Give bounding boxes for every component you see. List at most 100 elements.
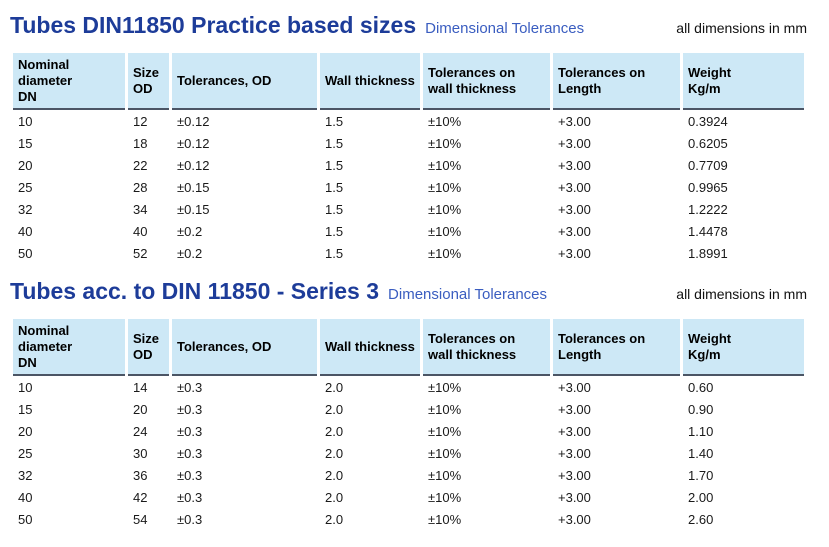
- table-cell: 1.2222: [688, 201, 728, 217]
- column-header: Size OD: [128, 53, 169, 110]
- section-title-row: Tubes DIN11850 Practice based sizes Dime…: [10, 10, 807, 40]
- table-cell: +3.00: [558, 201, 591, 217]
- column-header: Nominal diameter DN: [13, 53, 125, 110]
- table-cell: +3.00: [558, 489, 591, 505]
- table-cell: +3.00: [558, 401, 591, 417]
- table-cell: 50: [18, 511, 33, 527]
- section-series-3: Tubes acc. to DIN 11850 - Series 3 Dimen…: [10, 276, 818, 530]
- table-row: 15 18 ±0.12 1.5 ±10% +3.00 0.6205: [13, 132, 804, 154]
- table-cell: +3.00: [558, 179, 591, 195]
- table-cell: ±0.3: [177, 467, 203, 483]
- table-row: 50 52 ±0.2 1.5 ±10% +3.00 1.8991: [13, 242, 804, 264]
- table-cell: 40: [18, 223, 33, 239]
- table-cell: 36: [133, 467, 148, 483]
- column-header: Tolerances, OD: [172, 53, 317, 110]
- table-cell: 25: [18, 445, 33, 461]
- table-cell: 30: [133, 445, 148, 461]
- table-cell: 2.0: [325, 423, 344, 439]
- table-cell: +3.00: [558, 445, 591, 461]
- table-cell: 54: [133, 511, 148, 527]
- table-cell: ±0.3: [177, 489, 203, 505]
- table-cell: 0.3924: [688, 113, 728, 129]
- table-cell: 1.5: [325, 157, 344, 173]
- table-row: 40 42 ±0.3 2.0 ±10% +3.00 2.00: [13, 486, 804, 508]
- table-cell: 18: [133, 135, 148, 151]
- table-cell: ±10%: [428, 489, 462, 505]
- table-cell: +3.00: [558, 223, 591, 239]
- table-cell: 32: [18, 201, 33, 217]
- table-cell: 1.5: [325, 201, 344, 217]
- tube-sizes-table-series3: Nominal diameter DN Size OD Tolerances, OD…: [10, 319, 807, 530]
- table-cell: 50: [18, 245, 33, 261]
- dimensions-note: all dimensions in mm: [676, 20, 807, 36]
- column-header: Tolerances on Length: [553, 319, 680, 376]
- table-cell: 1.5: [325, 179, 344, 195]
- table-cell: 1.4478: [688, 223, 728, 239]
- dimensions-note: all dimensions in mm: [676, 286, 807, 302]
- table-cell: 12: [133, 113, 148, 129]
- table-cell: ±0.15: [177, 179, 210, 195]
- table-row: 20 24 ±0.3 2.0 ±10% +3.00 1.10: [13, 420, 804, 442]
- table-row: 15 20 ±0.3 2.0 ±10% +3.00 0.90: [13, 398, 804, 420]
- column-header: Tolerances on wall thickness: [423, 53, 550, 110]
- table-cell: 2.0: [325, 379, 344, 395]
- table-cell: ±0.2: [177, 245, 203, 261]
- table-cell: 32: [18, 467, 33, 483]
- table-cell: ±10%: [428, 511, 462, 527]
- table-cell: 28: [133, 179, 148, 195]
- table-cell: 1.40: [688, 445, 714, 461]
- section-title-row: Tubes acc. to DIN 11850 - Series 3 Dimen…: [10, 276, 807, 306]
- column-header: Tolerances on wall thickness: [423, 319, 550, 376]
- table-cell: 2.0: [325, 511, 344, 527]
- table-cell: +3.00: [558, 113, 591, 129]
- page-title: Tubes acc. to DIN 11850 - Series 3: [10, 278, 380, 304]
- table-cell: ±0.3: [177, 445, 203, 461]
- table-cell: 1.5: [325, 245, 344, 261]
- column-header: Tolerances, OD: [172, 319, 317, 376]
- column-header: Size OD: [128, 319, 169, 376]
- table-cell: 2.00: [688, 489, 714, 505]
- table-cell: ±10%: [428, 113, 462, 129]
- table-cell: +3.00: [558, 379, 591, 395]
- table-cell: 20: [18, 157, 33, 173]
- section-practice-based-sizes: Tubes DIN11850 Practice based sizes Dime…: [10, 10, 818, 264]
- table-cell: +3.00: [558, 423, 591, 439]
- table-cell: ±10%: [428, 201, 462, 217]
- header-row: Nominal diameter DN Size OD Tolerances, OD…: [13, 53, 804, 110]
- table-cell: ±10%: [428, 245, 462, 261]
- table-cell: ±0.3: [177, 401, 203, 417]
- table-cell: +3.00: [558, 157, 591, 173]
- table-cell: ±0.3: [177, 511, 203, 527]
- table-cell: 1.10: [688, 423, 714, 439]
- table-cell: ±10%: [428, 423, 462, 439]
- column-header: Weight Kg/m: [683, 319, 804, 376]
- table-cell: 14: [133, 379, 148, 395]
- table-cell: +3.00: [558, 245, 591, 261]
- table-row: 32 36 ±0.3 2.0 ±10% +3.00 1.70: [13, 464, 804, 486]
- table-row: 10 12 ±0.12 1.5 ±10% +3.00 0.3924: [13, 110, 804, 132]
- table-cell: ±10%: [428, 401, 462, 417]
- column-header: Wall thickness: [320, 53, 420, 110]
- table-cell: 2.0: [325, 401, 344, 417]
- table-cell: 2.60: [688, 511, 714, 527]
- table-cell: ±0.2: [177, 223, 203, 239]
- table-cell: 1.70: [688, 467, 714, 483]
- table-cell: ±10%: [428, 467, 462, 483]
- table-cell: 1.5: [325, 135, 344, 151]
- table-row: 50 54 ±0.3 2.0 ±10% +3.00 2.60: [13, 508, 804, 530]
- table-cell: 20: [133, 401, 148, 417]
- table-row: 25 28 ±0.15 1.5 ±10% +3.00 0.9965: [13, 176, 804, 198]
- table-cell: 2.0: [325, 489, 344, 505]
- table-cell: 52: [133, 245, 148, 261]
- table-cell: ±10%: [428, 135, 462, 151]
- column-header: Tolerances on Length: [553, 53, 680, 110]
- table-cell: 40: [18, 489, 33, 505]
- table-cell: ±10%: [428, 157, 462, 173]
- table-row: 40 40 ±0.2 1.5 ±10% +3.00 1.4478: [13, 220, 804, 242]
- section-subtitle: Dimensional Tolerances: [425, 20, 585, 37]
- table-cell: ±0.15: [177, 201, 210, 217]
- table-cell: ±0.12: [177, 113, 210, 129]
- table-cell: ±0.12: [177, 157, 210, 173]
- column-header: Wall thickness: [320, 319, 420, 376]
